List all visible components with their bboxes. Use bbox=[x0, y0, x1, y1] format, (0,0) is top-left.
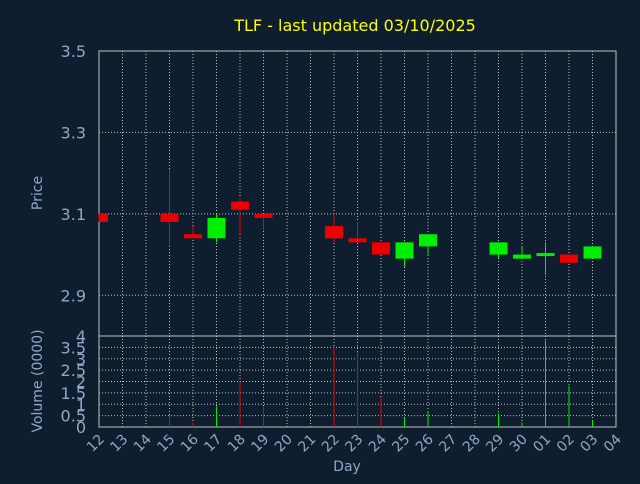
volume-tick-label: 1 bbox=[76, 395, 86, 414]
candle-body bbox=[325, 226, 343, 239]
volume-tick-label: 4 bbox=[76, 327, 86, 346]
candle-body bbox=[395, 242, 414, 259]
volume-axis-label: Volume (0000) bbox=[30, 329, 46, 432]
x-tick-label: 16 bbox=[178, 431, 202, 455]
x-tick-label: 30 bbox=[507, 432, 531, 456]
x-tick-label: 12 bbox=[84, 432, 108, 456]
candle bbox=[419, 234, 437, 255]
candle-body bbox=[207, 217, 226, 239]
candle bbox=[231, 197, 249, 235]
x-tick-label: 18 bbox=[225, 432, 249, 456]
candle-body bbox=[560, 254, 578, 263]
x-tick-label: 26 bbox=[413, 431, 437, 455]
volume-tick-label: 3.5 bbox=[61, 338, 86, 357]
candle-body bbox=[254, 213, 273, 218]
candle-body bbox=[583, 246, 602, 259]
x-tick-label: 03 bbox=[577, 432, 601, 456]
candle bbox=[513, 246, 531, 259]
candle-body bbox=[489, 242, 508, 255]
candle bbox=[560, 254, 578, 263]
volume-tick-label: 3 bbox=[76, 350, 86, 369]
candle bbox=[372, 242, 390, 255]
x-tick-label: 15 bbox=[154, 432, 178, 456]
candle-body bbox=[99, 213, 108, 222]
x-tick-labels: 12 13 14 15 16 17 18 19 20 21 22 23 24 25 26 27 28 29 30 01… bbox=[84, 431, 625, 455]
candle bbox=[254, 213, 273, 231]
candle bbox=[489, 242, 508, 259]
x-tick-label: 20 bbox=[272, 432, 296, 456]
x-axis-label: Day bbox=[333, 459, 361, 475]
candle-body bbox=[419, 234, 437, 247]
candle-body bbox=[160, 213, 179, 222]
candle bbox=[207, 213, 226, 243]
price-grid bbox=[99, 51, 616, 336]
x-tick-label: 13 bbox=[107, 432, 131, 456]
candle bbox=[395, 242, 414, 267]
candle bbox=[160, 169, 179, 247]
volume-tick-label: 1.5 bbox=[61, 384, 86, 403]
candle bbox=[583, 246, 602, 259]
candle-body bbox=[231, 201, 249, 210]
volume-y-ticks: 43.532.521.510.50 bbox=[61, 327, 86, 437]
x-tick-label: 17 bbox=[201, 432, 225, 456]
candle-body bbox=[184, 234, 202, 239]
x-tick-label: 29 bbox=[483, 432, 507, 456]
x-tick-label: 27 bbox=[436, 432, 460, 456]
x-tick-label: 24 bbox=[366, 431, 390, 455]
price-tick-label: 3.5 bbox=[61, 42, 86, 61]
volume-tick-label: 0.5 bbox=[61, 407, 86, 426]
price-axis-label: Price bbox=[30, 176, 46, 210]
x-tick-label: 22 bbox=[319, 432, 343, 456]
x-tick-label: 23 bbox=[342, 432, 366, 456]
candles bbox=[98, 169, 602, 275]
candle bbox=[536, 242, 555, 275]
x-tick-label: 21 bbox=[295, 432, 319, 456]
volume-tick-label: 0 bbox=[76, 418, 86, 437]
candle-body bbox=[536, 253, 555, 257]
price-y-ticks: 3.5 3.3 3.1 2.9 bbox=[61, 42, 86, 305]
price-tick-label: 2.9 bbox=[61, 286, 86, 305]
candle bbox=[325, 213, 343, 243]
volume-tick-label: 2.5 bbox=[61, 361, 86, 380]
x-tick-label: 28 bbox=[460, 432, 484, 456]
price-tick-label: 3.1 bbox=[61, 205, 86, 224]
candle bbox=[184, 226, 202, 239]
x-tick-label: 02 bbox=[554, 432, 578, 456]
x-tick-label: 19 bbox=[248, 432, 272, 456]
x-tick-label: 14 bbox=[131, 431, 155, 455]
chart-title: TLF - last updated 03/10/2025 bbox=[233, 16, 476, 35]
candle bbox=[98, 213, 108, 222]
candle bbox=[348, 222, 367, 243]
volume-tick-label: 2 bbox=[76, 373, 86, 392]
volume-bars bbox=[169, 340, 593, 427]
candle-body bbox=[513, 254, 531, 259]
candle-body bbox=[372, 242, 390, 255]
x-tick-label: 01 bbox=[530, 432, 554, 456]
candle-body bbox=[348, 238, 367, 243]
x-tick-label: 04 bbox=[601, 431, 625, 455]
x-tick-label: 25 bbox=[389, 432, 413, 456]
price-tick-label: 3.3 bbox=[61, 123, 86, 142]
